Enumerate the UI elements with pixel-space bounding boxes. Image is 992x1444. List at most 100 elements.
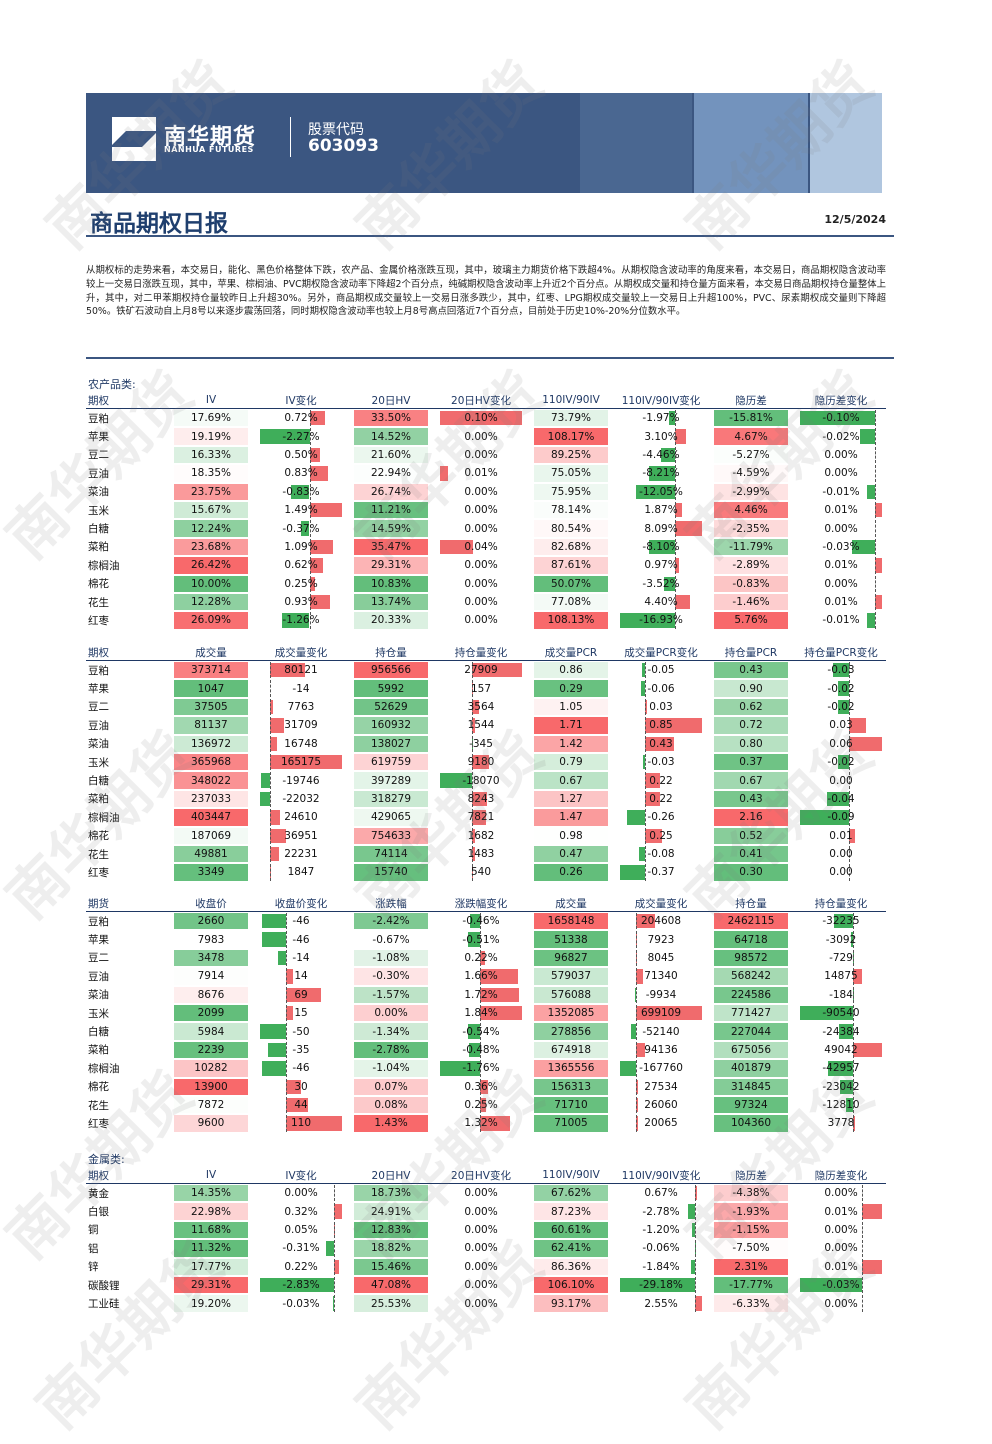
cell-value: -7.50% xyxy=(732,1242,769,1254)
cell-value: 2239 xyxy=(198,1044,225,1056)
cell-value: 26060 xyxy=(644,1099,677,1111)
cell: 429065 xyxy=(346,808,436,826)
cell-value: 0.00% xyxy=(824,1298,857,1310)
cell-value: 0.00% xyxy=(464,596,497,608)
cell: 1.84% xyxy=(436,1004,526,1022)
cell: 18.82% xyxy=(346,1239,436,1257)
cell: -18070 xyxy=(436,771,526,789)
bar-axis xyxy=(286,913,287,929)
cell: 81137 xyxy=(166,716,256,734)
cell: 24.91% xyxy=(346,1202,436,1220)
cell: 0.00% xyxy=(436,1258,526,1276)
cell: 156313 xyxy=(526,1078,616,1096)
cell-value: -1.57% xyxy=(372,989,409,1001)
cell-value: -4.46% xyxy=(642,449,679,461)
cell: -6.33% xyxy=(706,1294,796,1312)
cell-value: 0.50% xyxy=(284,449,317,461)
cell-value: 0.00% xyxy=(464,1298,497,1310)
cell-value: 49881 xyxy=(194,848,227,860)
cell: 0.00% xyxy=(256,1184,346,1203)
cell: 0.08% xyxy=(346,1096,436,1114)
cell-value: -11.79% xyxy=(729,541,773,553)
summary: 从期权标的走势来看，本交易日，能化、黑色价格整体下跌，农产品、金属价格涨跌互现，… xyxy=(86,264,886,319)
cell: 0.01% xyxy=(796,1258,886,1276)
cell: -4.59% xyxy=(706,464,796,482)
cell-value: 15 xyxy=(294,1007,307,1019)
cell: 26.42% xyxy=(166,556,256,574)
cell-value: -3092 xyxy=(826,934,857,946)
cell-value: -50 xyxy=(292,1026,309,1038)
bar-axis xyxy=(270,736,271,752)
cell-value: 1.87% xyxy=(644,504,677,516)
data-bar xyxy=(268,1043,286,1057)
cell: -0.10% xyxy=(796,409,886,428)
cell-value: -14 xyxy=(292,683,309,695)
cell-value: 36951 xyxy=(284,830,317,842)
cell-value: 31709 xyxy=(284,719,317,731)
cell-value: 160932 xyxy=(371,719,411,731)
cell-value: 21.60% xyxy=(371,449,411,461)
cell-value: 108.17% xyxy=(548,431,595,443)
cell-value: 7821 xyxy=(468,811,495,823)
column-header: 成交量变化 xyxy=(616,895,706,912)
column-header: 110IV/90IV变化 xyxy=(616,392,706,409)
cell: 27909 xyxy=(436,661,526,680)
cell-value: 0.03 xyxy=(829,719,852,731)
bar-axis xyxy=(636,1042,637,1058)
report-title: 商品期权日报 xyxy=(90,204,228,238)
cell-value: -0.30% xyxy=(372,970,409,982)
cell-value: 0.72% xyxy=(284,412,317,424)
cell: 15.67% xyxy=(166,501,256,519)
cell: 0.05% xyxy=(256,1221,346,1239)
cell-value: 0.29 xyxy=(559,683,582,695)
cell: -12810 xyxy=(796,1096,886,1114)
cell-value: -8.10% xyxy=(642,541,679,553)
cell-value: 1483 xyxy=(468,848,495,860)
cell: 1.66% xyxy=(436,967,526,985)
cell-value: 8243 xyxy=(468,793,495,805)
cell-value: 0.32% xyxy=(284,1206,317,1218)
cell-value: -2.89% xyxy=(732,559,769,571)
data-bar xyxy=(262,932,286,946)
column-header: 成交量 xyxy=(526,895,616,912)
cell-value: 1658148 xyxy=(548,915,595,927)
cell: -0.83% xyxy=(256,483,346,501)
cell: -19746 xyxy=(256,771,346,789)
cell: 0.00% xyxy=(796,464,886,482)
bar-axis xyxy=(636,913,637,929)
cell: -0.04 xyxy=(796,790,886,808)
cell: 1.42 xyxy=(526,735,616,753)
cell-value: -17.77% xyxy=(729,1279,773,1291)
cell-value: 87.23% xyxy=(551,1206,591,1218)
cell-value: -1.76% xyxy=(462,1062,499,1074)
cell-value: 71005 xyxy=(554,1117,587,1129)
bar-axis xyxy=(862,1277,863,1293)
bar-axis xyxy=(286,1023,287,1039)
cell: 16.33% xyxy=(166,446,256,464)
cell: 89.25% xyxy=(526,446,616,464)
column-header: 收盘价 xyxy=(166,895,256,912)
cell-value: -90540 xyxy=(822,1007,859,1019)
cell: 0.04% xyxy=(436,538,526,556)
cell: 0.41 xyxy=(706,845,796,863)
cell: 0.01% xyxy=(796,1202,886,1220)
cell-value: 3.10% xyxy=(644,431,677,443)
cell-value: 674918 xyxy=(551,1044,591,1056)
cell: -46 xyxy=(256,930,346,948)
cell: 7914 xyxy=(166,967,256,985)
bar-axis xyxy=(636,1097,637,1113)
cell-value: 0.85 xyxy=(649,719,672,731)
bar-axis xyxy=(645,754,646,770)
bar-axis xyxy=(286,1060,287,1076)
cell-value: 0.25 xyxy=(649,830,672,842)
cell: 0.86 xyxy=(526,661,616,680)
cell-value: 5992 xyxy=(378,683,405,695)
